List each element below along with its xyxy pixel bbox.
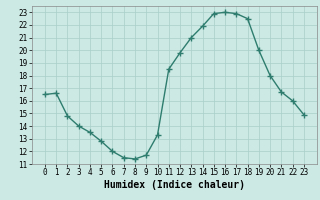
- X-axis label: Humidex (Indice chaleur): Humidex (Indice chaleur): [104, 180, 245, 190]
